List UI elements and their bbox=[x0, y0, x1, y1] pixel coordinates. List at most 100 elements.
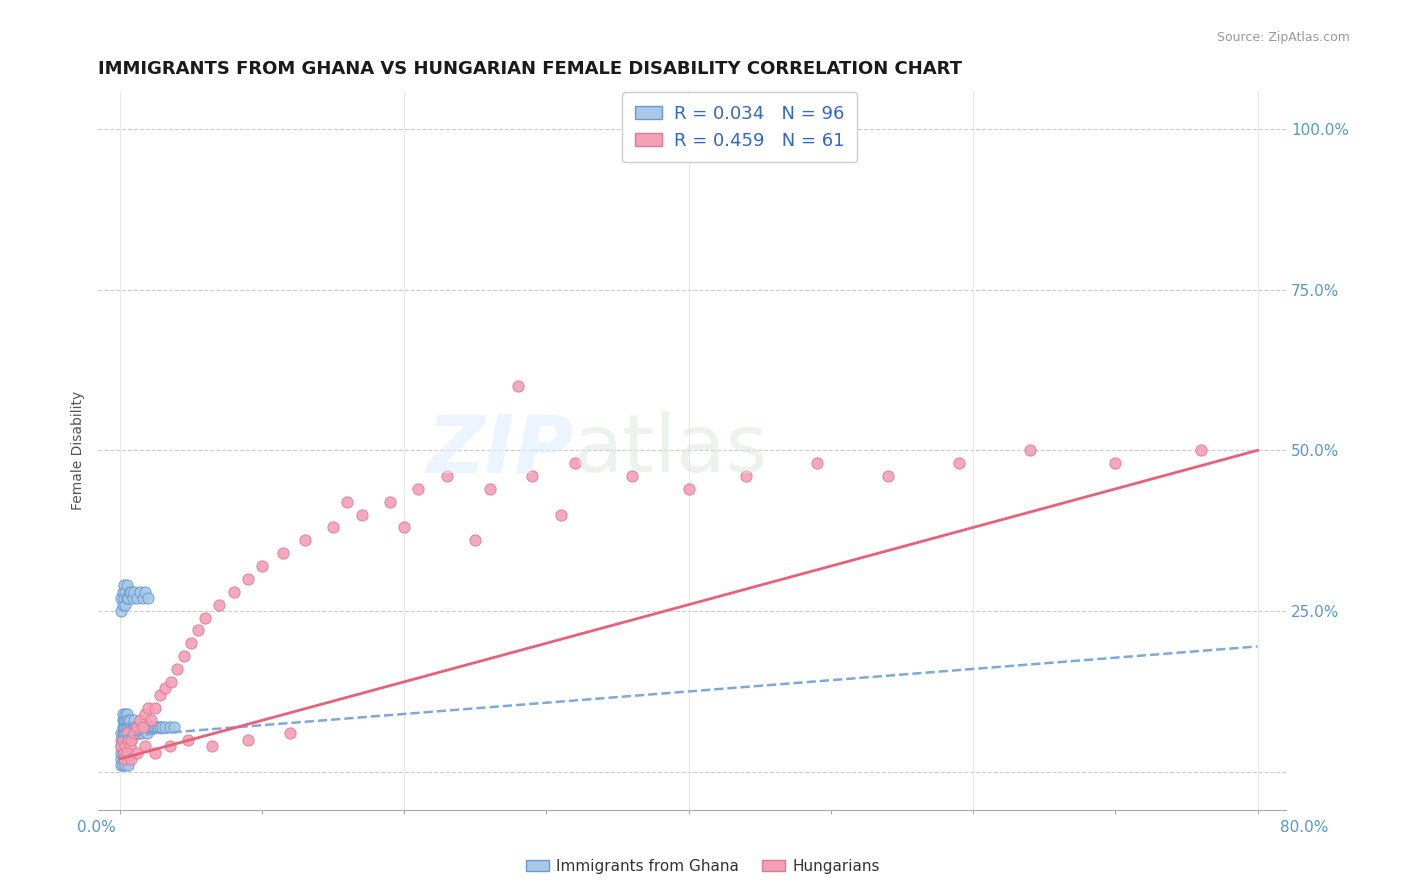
Point bbox=[125, 720, 148, 734]
Point bbox=[110, 746, 132, 760]
Point bbox=[128, 726, 150, 740]
Point bbox=[111, 714, 134, 728]
Point bbox=[118, 714, 141, 728]
Legend: Immigrants from Ghana, Hungarians: Immigrants from Ghana, Hungarians bbox=[520, 853, 886, 880]
Point bbox=[110, 591, 132, 606]
Point bbox=[128, 584, 150, 599]
Point bbox=[136, 700, 159, 714]
Point bbox=[128, 720, 150, 734]
Point bbox=[110, 732, 132, 747]
Point bbox=[111, 758, 134, 772]
Point bbox=[132, 720, 155, 734]
Point bbox=[115, 706, 138, 721]
Point bbox=[478, 482, 501, 496]
Point bbox=[114, 706, 136, 721]
Point bbox=[111, 720, 134, 734]
Point bbox=[112, 752, 135, 766]
Point bbox=[134, 739, 156, 753]
Point bbox=[111, 732, 134, 747]
Point bbox=[111, 732, 134, 747]
Point bbox=[1104, 456, 1126, 470]
Point bbox=[436, 469, 458, 483]
Point bbox=[122, 726, 145, 740]
Point bbox=[131, 720, 153, 734]
Point bbox=[236, 572, 259, 586]
Point bbox=[121, 591, 143, 606]
Point bbox=[114, 598, 136, 612]
Point bbox=[110, 739, 132, 753]
Point bbox=[120, 726, 142, 740]
Legend: R = 0.034   N = 96, R = 0.459   N = 61: R = 0.034 N = 96, R = 0.459 N = 61 bbox=[621, 92, 858, 162]
Point bbox=[159, 739, 181, 753]
Point bbox=[115, 726, 138, 740]
Point bbox=[134, 720, 156, 734]
Point bbox=[120, 732, 142, 747]
Point bbox=[378, 495, 401, 509]
Point bbox=[127, 720, 149, 734]
Point bbox=[117, 732, 139, 747]
Point bbox=[112, 739, 135, 753]
Point bbox=[142, 720, 165, 734]
Point bbox=[125, 591, 148, 606]
Point bbox=[112, 752, 135, 766]
Point bbox=[111, 746, 134, 760]
Point bbox=[143, 720, 166, 734]
Point bbox=[112, 726, 135, 740]
Point bbox=[392, 520, 415, 534]
Point bbox=[143, 746, 166, 760]
Point bbox=[280, 726, 302, 740]
Point bbox=[114, 739, 136, 753]
Point bbox=[620, 469, 643, 483]
Point bbox=[112, 720, 135, 734]
Point bbox=[129, 720, 152, 734]
Point bbox=[506, 379, 529, 393]
Point bbox=[464, 533, 486, 548]
Point bbox=[117, 726, 139, 740]
Point bbox=[120, 584, 142, 599]
Point bbox=[139, 714, 162, 728]
Point bbox=[124, 726, 146, 740]
Point bbox=[876, 469, 898, 483]
Text: atlas: atlas bbox=[574, 411, 768, 490]
Point bbox=[122, 714, 145, 728]
Point bbox=[155, 720, 177, 734]
Point bbox=[124, 720, 146, 734]
Point bbox=[1189, 443, 1212, 458]
Point bbox=[118, 584, 141, 599]
Point bbox=[159, 720, 181, 734]
Point bbox=[166, 662, 188, 676]
Point bbox=[120, 732, 142, 747]
Point bbox=[143, 700, 166, 714]
Point bbox=[115, 720, 138, 734]
Point bbox=[111, 726, 134, 740]
Point bbox=[522, 469, 544, 483]
Point bbox=[128, 714, 150, 728]
Point bbox=[131, 591, 153, 606]
Point bbox=[173, 649, 195, 664]
Point bbox=[236, 732, 259, 747]
Point bbox=[110, 604, 132, 618]
Point bbox=[177, 732, 200, 747]
Point bbox=[145, 720, 167, 734]
Point bbox=[114, 758, 136, 772]
Point bbox=[141, 720, 163, 734]
Point bbox=[948, 456, 970, 470]
Point bbox=[110, 752, 132, 766]
Point bbox=[136, 720, 159, 734]
Point bbox=[120, 720, 142, 734]
Point bbox=[350, 508, 373, 522]
Point bbox=[114, 732, 136, 747]
Point bbox=[118, 739, 141, 753]
Point bbox=[322, 520, 344, 534]
Text: IMMIGRANTS FROM GHANA VS HUNGARIAN FEMALE DISABILITY CORRELATION CHART: IMMIGRANTS FROM GHANA VS HUNGARIAN FEMAL… bbox=[98, 60, 963, 78]
Point bbox=[149, 688, 172, 702]
Point bbox=[122, 720, 145, 734]
Point bbox=[117, 758, 139, 772]
Point bbox=[115, 578, 138, 592]
Point bbox=[115, 714, 138, 728]
Point bbox=[180, 636, 202, 650]
Point bbox=[112, 732, 135, 747]
Point bbox=[115, 591, 138, 606]
Point bbox=[118, 726, 141, 740]
Point bbox=[806, 456, 828, 470]
